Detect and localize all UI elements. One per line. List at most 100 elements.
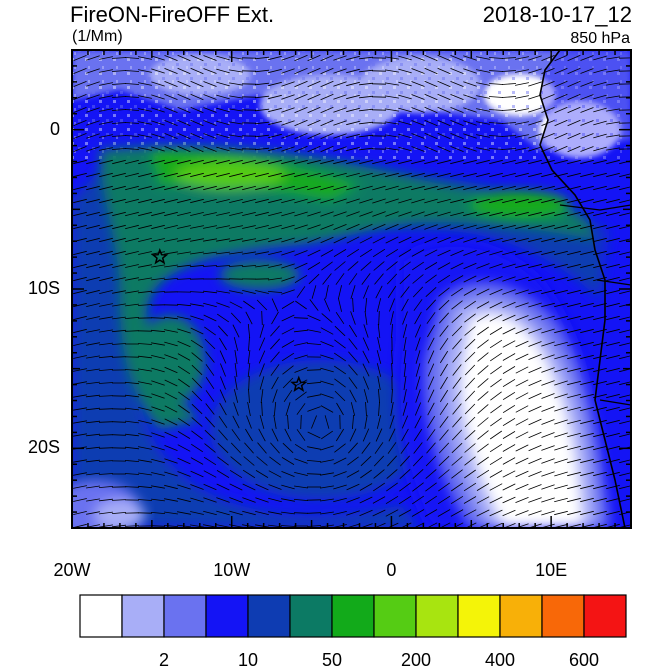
wind-vector — [398, 133, 412, 139]
wind-vector — [606, 198, 620, 204]
wind-vector — [450, 287, 464, 297]
wind-vector — [488, 135, 504, 137]
wind-vector — [580, 445, 594, 451]
wind-vector — [412, 286, 424, 298]
wind-vector — [138, 420, 152, 424]
wind-vector — [281, 224, 295, 230]
wind-vector — [515, 134, 529, 138]
wind-vector — [164, 68, 178, 74]
wind-vector — [411, 133, 425, 139]
wind-vector — [334, 261, 346, 271]
wind-vector — [111, 524, 127, 528]
wind-vector — [528, 250, 542, 256]
wind-vector — [528, 418, 542, 426]
wind-vector — [502, 237, 516, 243]
wind-vector — [320, 93, 334, 101]
wind-vector — [255, 185, 269, 191]
wind-vector — [164, 225, 178, 229]
wind-vector — [541, 120, 555, 126]
wind-vector — [593, 315, 607, 321]
wind-vector — [541, 185, 555, 191]
wind-vector — [307, 185, 321, 191]
wind-vector — [164, 445, 178, 451]
wind-vector — [125, 264, 139, 268]
wind-vector — [567, 289, 581, 295]
wind-vector — [99, 95, 113, 99]
wind-vector — [350, 311, 356, 325]
wind-vector — [255, 470, 269, 478]
wind-vector — [164, 120, 178, 126]
wind-vector — [593, 263, 607, 269]
wind-vector — [348, 364, 358, 376]
wind-vector — [124, 394, 140, 398]
wind-vector — [138, 147, 152, 151]
wind-vector — [477, 352, 489, 362]
wind-vector — [320, 211, 334, 217]
wind-vector — [229, 483, 243, 491]
wind-vector — [190, 145, 204, 153]
wind-vector — [205, 351, 215, 363]
wind-vector — [593, 445, 607, 451]
wind-vector — [501, 83, 517, 85]
wind-vector — [567, 276, 581, 282]
wind-vector — [502, 185, 516, 191]
wind-vector — [528, 354, 542, 360]
wind-vector — [476, 82, 490, 86]
wind-vector — [346, 81, 360, 87]
wind-vector — [294, 54, 308, 62]
wind-vector — [501, 148, 517, 150]
wind-vector — [580, 55, 594, 61]
wind-vector — [489, 470, 503, 478]
wind-vector — [502, 276, 516, 282]
wind-vector — [489, 211, 503, 217]
wind-vector — [125, 224, 139, 230]
wind-vector — [606, 419, 620, 425]
wind-vector — [437, 67, 451, 75]
wind-vector — [463, 482, 477, 492]
wind-vector — [502, 404, 516, 414]
wind-vector — [606, 121, 620, 125]
wind-vector — [490, 378, 502, 388]
wind-vector — [254, 147, 270, 151]
wind-vector — [437, 54, 451, 62]
wind-vector — [580, 471, 594, 477]
wind-vector — [464, 313, 476, 323]
wind-vector — [541, 263, 555, 269]
wind-vector — [242, 225, 256, 229]
wind-vector — [164, 107, 178, 113]
wind-vector — [73, 342, 87, 346]
wind-vector — [125, 303, 139, 307]
wind-vector — [378, 401, 380, 417]
wind-vector — [242, 251, 256, 255]
wind-vector — [385, 121, 399, 125]
wind-vector — [86, 303, 100, 307]
wind-vector — [255, 198, 269, 204]
wind-vector — [450, 172, 464, 178]
wind-vector — [385, 95, 399, 99]
wind-vector — [554, 250, 568, 256]
wind-vector — [284, 428, 292, 442]
wind-vector — [333, 352, 347, 362]
wind-vector — [205, 376, 215, 390]
wind-vector — [476, 313, 490, 323]
wind-vector — [541, 510, 555, 516]
wind-vector — [229, 212, 243, 216]
axis-ticks — [71, 49, 632, 529]
wind-vector — [554, 263, 568, 269]
wind-vector — [477, 430, 489, 440]
wind-vector — [86, 94, 100, 100]
wind-vector — [177, 198, 191, 204]
wind-vector — [476, 159, 490, 165]
wind-vector — [216, 483, 230, 491]
wind-vector — [411, 120, 425, 126]
wind-vector — [501, 57, 517, 59]
wind-vector — [411, 224, 425, 230]
wind-vector — [307, 406, 321, 412]
wind-vector — [248, 388, 250, 404]
wind-vector — [593, 211, 607, 217]
wind-vector — [190, 172, 204, 178]
wind-vector — [216, 225, 230, 229]
wind-vector — [191, 403, 203, 415]
wind-vector — [138, 368, 152, 372]
wind-vector — [151, 81, 165, 87]
